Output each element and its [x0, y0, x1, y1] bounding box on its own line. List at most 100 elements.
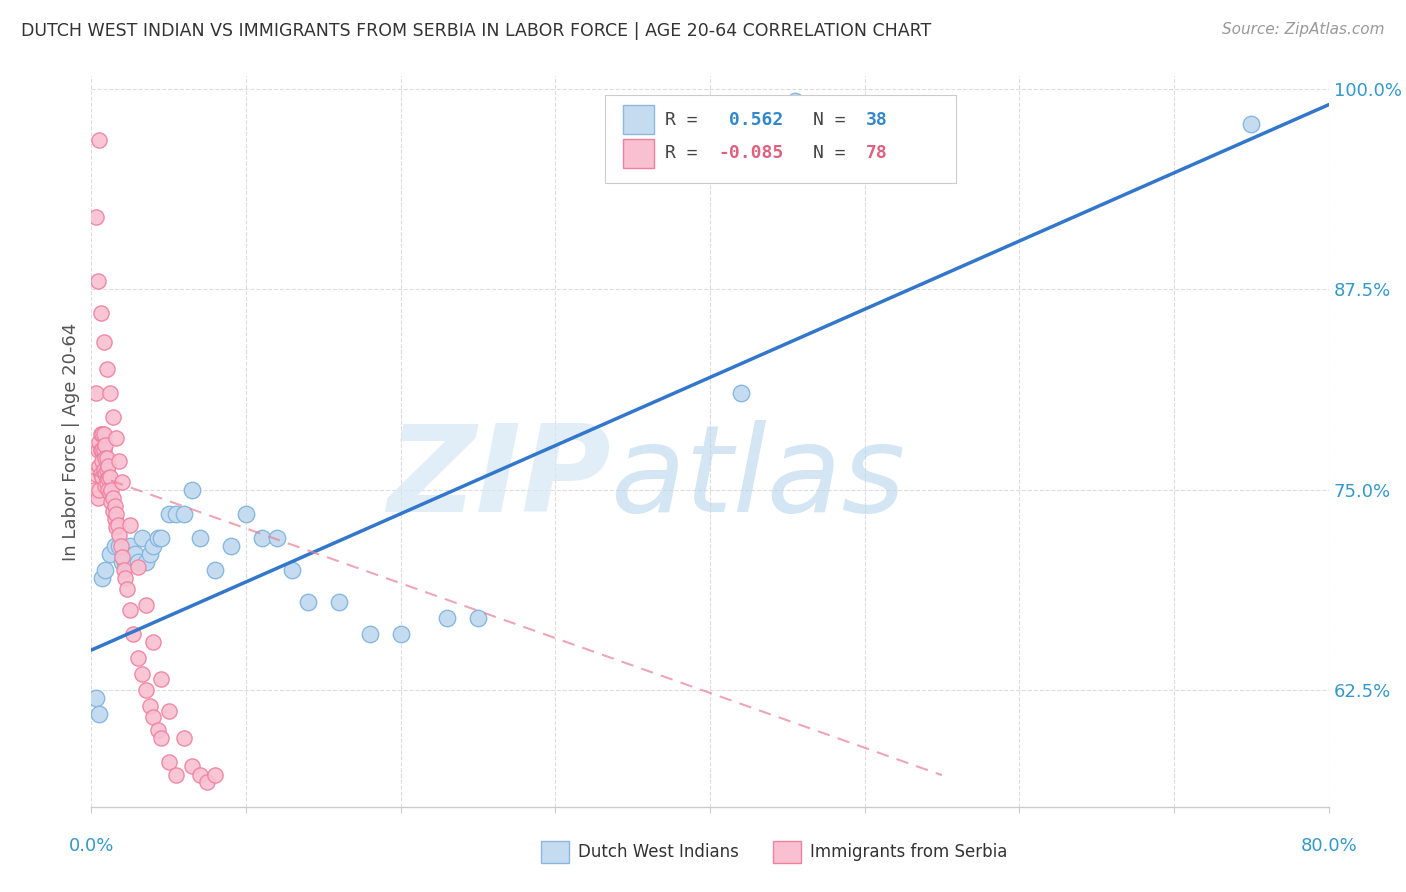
Point — [93, 426, 115, 441]
Point — [87, 458, 111, 473]
Point — [96, 450, 118, 465]
Text: R =: R = — [665, 145, 709, 162]
Point — [101, 503, 124, 517]
Point — [142, 635, 165, 649]
Point — [108, 527, 131, 541]
Point — [204, 768, 226, 782]
Point — [98, 547, 121, 561]
Point — [219, 539, 242, 553]
Text: R =: R = — [665, 111, 709, 128]
Point — [98, 470, 121, 484]
Point — [111, 475, 134, 489]
Point — [166, 507, 188, 521]
Text: Source: ZipAtlas.com: Source: ZipAtlas.com — [1222, 22, 1385, 37]
Text: N =: N = — [813, 145, 856, 162]
Point — [135, 555, 157, 569]
Point — [114, 555, 136, 569]
Point — [730, 386, 752, 401]
Point — [127, 555, 149, 569]
Point — [108, 454, 131, 468]
Point — [93, 335, 115, 350]
Point — [180, 483, 202, 497]
Point — [84, 467, 107, 481]
Point — [142, 539, 165, 553]
Point — [281, 563, 304, 577]
Point — [96, 476, 118, 491]
Point — [297, 595, 319, 609]
Point — [135, 683, 157, 698]
Text: Dutch West Indians: Dutch West Indians — [578, 843, 738, 861]
Point — [166, 768, 188, 782]
Point — [111, 549, 134, 564]
Point — [139, 547, 162, 561]
Point — [105, 519, 128, 533]
Point — [97, 483, 120, 497]
Point — [101, 410, 124, 425]
Text: -0.085: -0.085 — [718, 145, 783, 162]
Point — [1240, 117, 1263, 131]
Point — [785, 95, 807, 109]
Text: Immigrants from Serbia: Immigrants from Serbia — [810, 843, 1007, 861]
Text: 80.0%: 80.0% — [1301, 837, 1357, 855]
Point — [104, 499, 127, 513]
Point — [108, 539, 131, 553]
Point — [131, 667, 153, 681]
Point — [173, 507, 195, 521]
Point — [98, 386, 121, 401]
Point — [87, 133, 111, 147]
Point — [124, 547, 146, 561]
Point — [146, 531, 169, 545]
Point — [110, 539, 132, 553]
Point — [94, 563, 117, 577]
Point — [91, 442, 114, 457]
Point — [122, 627, 145, 641]
Point — [112, 563, 135, 577]
Point — [328, 595, 350, 609]
Point — [100, 495, 122, 509]
Point — [195, 774, 219, 789]
Text: DUTCH WEST INDIAN VS IMMIGRANTS FROM SERBIA IN LABOR FORCE | AGE 20-64 CORRELATI: DUTCH WEST INDIAN VS IMMIGRANTS FROM SER… — [21, 22, 931, 40]
Point — [87, 707, 111, 722]
Point — [235, 507, 257, 521]
Point — [94, 467, 117, 481]
Point — [84, 210, 107, 224]
Point — [90, 306, 112, 320]
Point — [93, 463, 115, 477]
Point — [204, 563, 226, 577]
Point — [150, 672, 172, 686]
Point — [105, 431, 128, 445]
Point — [146, 723, 169, 738]
Point — [97, 458, 120, 473]
Point — [101, 491, 124, 505]
Text: 38: 38 — [866, 111, 887, 128]
Y-axis label: In Labor Force | Age 20-64: In Labor Force | Age 20-64 — [62, 322, 80, 561]
Point — [90, 442, 112, 457]
Point — [98, 486, 121, 500]
Text: atlas: atlas — [612, 419, 907, 537]
Point — [127, 651, 149, 665]
Point — [91, 470, 114, 484]
Point — [96, 362, 118, 376]
Point — [107, 518, 129, 533]
Point — [90, 426, 112, 441]
Point — [266, 531, 288, 545]
Point — [84, 386, 107, 401]
Point — [250, 531, 273, 545]
Point — [157, 756, 180, 770]
Point — [104, 511, 127, 525]
Point — [94, 438, 117, 452]
Point — [93, 442, 115, 457]
Point — [86, 491, 108, 505]
Point — [87, 434, 111, 449]
Point — [188, 768, 211, 782]
Point — [467, 611, 489, 625]
Point — [105, 507, 128, 521]
Point — [135, 598, 157, 612]
Point — [120, 518, 141, 533]
Point — [91, 571, 114, 585]
Point — [84, 691, 107, 706]
Point — [97, 471, 120, 485]
Point — [94, 450, 117, 465]
Point — [120, 539, 141, 553]
Point — [115, 582, 138, 596]
